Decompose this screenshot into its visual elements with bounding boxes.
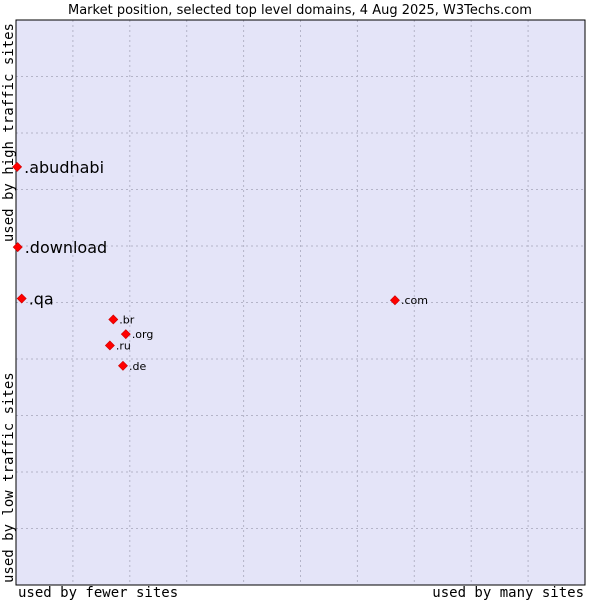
data-point-abudhabi [12,161,23,172]
x-axis-label-right: used by many sites [432,585,584,600]
grid-lines [16,20,585,585]
data-point-download [12,242,23,253]
data-point-com [390,295,400,306]
x-axis-label-left: used by fewer sites [18,585,178,600]
data-label-de: .de [129,360,146,373]
data-label-br: .br [119,313,134,326]
data-point-org [120,329,131,340]
y-axis-label-top: used by high traffic sites [1,23,17,242]
data-point-de [118,360,128,371]
data-label-download: .download [25,238,107,257]
data-label-qa: .qa [29,290,54,309]
data-point-ru [104,340,115,351]
chart-title: Market position, selected top level doma… [68,3,532,18]
plot-border [15,19,586,586]
data-label-org: .org [132,328,154,341]
data-points: .abudhabi .download .qa .com .br .org.ru .de [12,158,428,373]
data-label-com: .com [401,294,428,307]
y-axis-label-bottom: used by low traffic sites [1,372,17,583]
data-label-abudhabi: .abudhabi [24,158,104,177]
data-point-br [108,314,119,325]
data-point-qa [16,293,27,304]
data-label-ru: .ru [116,339,131,352]
